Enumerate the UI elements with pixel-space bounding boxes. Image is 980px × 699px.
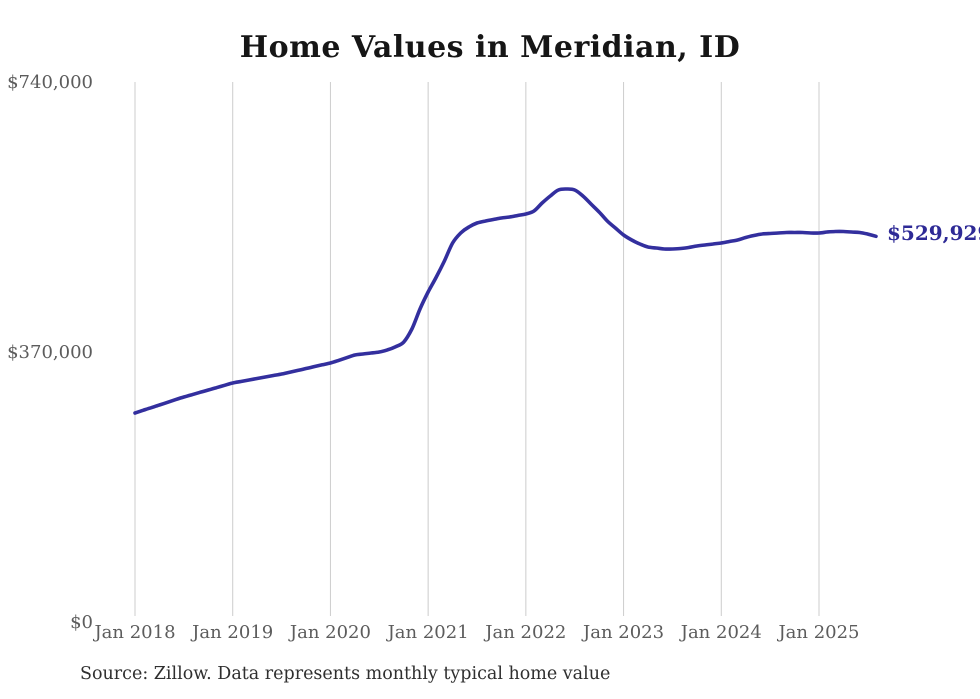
x-tick-label: Jan 2021 — [387, 622, 469, 643]
y-tick-label: $370,000 — [7, 342, 93, 363]
x-tick-label: Jan 2024 — [680, 622, 762, 643]
y-tick-label: $0 — [70, 612, 93, 633]
source-attribution: Source: Zillow. Data represents monthly … — [80, 664, 611, 684]
x-tick-label: Jan 2018 — [94, 622, 176, 643]
current-value-label: $529,929 — [887, 221, 980, 245]
x-tick-label: Jan 2020 — [289, 622, 371, 643]
x-tick-label: Jan 2019 — [192, 622, 274, 643]
x-tick-label: Jan 2023 — [583, 622, 665, 643]
home-value-line-series — [133, 187, 878, 415]
y-tick-label: $740,000 — [7, 72, 93, 93]
chart-title: Home Values in Meridian, ID — [239, 30, 741, 65]
x-tick-label: Jan 2025 — [778, 622, 860, 643]
x-tick-label: Jan 2022 — [485, 622, 567, 643]
